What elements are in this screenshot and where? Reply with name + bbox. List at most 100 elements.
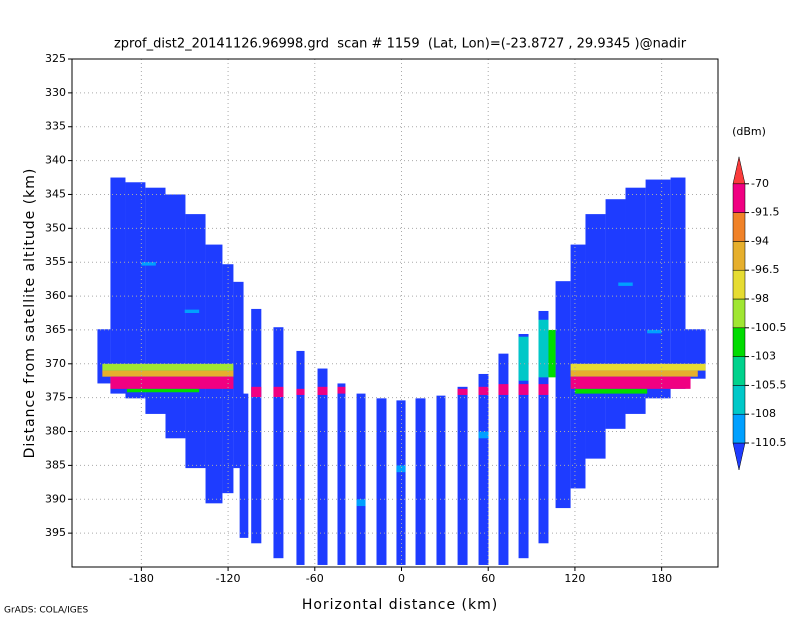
field-cell	[317, 368, 328, 565]
axes: -180 -120 -60 0 60 120 180 325 330 335 340 345 350 35…	[45, 52, 786, 585]
field-cell	[570, 363, 706, 371]
field-cell	[670, 177, 686, 389]
field-cell	[126, 388, 200, 393]
field-cell	[317, 386, 328, 395]
field-cell	[457, 388, 468, 395]
x-tick-label: 120	[564, 572, 585, 585]
x-tick-label: 0	[398, 572, 405, 585]
x-tick-label: -180	[129, 572, 154, 585]
colorbar-segment	[732, 298, 746, 329]
colorbar-title: (dBm)	[732, 125, 766, 138]
colorbar-segment	[732, 442, 746, 471]
field-cell	[518, 333, 529, 559]
y-tick-label: 355	[45, 255, 66, 268]
footer: GrADS: COLA/IGES	[4, 606, 88, 616]
field-cell	[518, 336, 529, 381]
colorbar-segment	[732, 212, 746, 242]
field-cell	[478, 373, 489, 565]
colorbar-segment	[732, 385, 746, 415]
field-cell	[574, 388, 648, 394]
y-tick-label: 395	[45, 526, 66, 539]
field-cell	[296, 388, 305, 395]
x-tick-label: 180	[651, 572, 672, 585]
y-tick-label: 340	[45, 154, 66, 167]
field-cell	[585, 214, 606, 459]
field-cell	[273, 386, 284, 397]
plot-frame	[71, 58, 719, 568]
colorbar-label: -98	[751, 292, 769, 305]
colorbar-label: -91.5	[751, 206, 779, 219]
field-cell	[110, 177, 126, 394]
field-cell	[457, 386, 468, 565]
field-cell	[145, 187, 166, 414]
colorbar-label: -96.5	[751, 263, 779, 276]
x-axis-label: Horizontal distance (km)	[302, 597, 498, 613]
field-cell	[296, 350, 305, 565]
field-cell	[436, 395, 446, 565]
field-cell	[110, 376, 234, 389]
field-cell	[239, 393, 249, 538]
y-tick-label: 390	[45, 492, 66, 505]
y-axis-label: Distance from satellite altitude (km)	[22, 168, 38, 459]
field-cell	[141, 262, 156, 266]
field-cell	[645, 179, 671, 399]
colorbar-label: -110.5	[751, 436, 786, 449]
field-cell	[570, 376, 691, 389]
field-cell	[555, 281, 571, 509]
field-cell	[415, 398, 426, 565]
y-tick-label: 360	[45, 289, 66, 302]
y-tick-label: 375	[45, 391, 66, 404]
field-cell	[518, 384, 529, 395]
colorbar-segment	[732, 269, 746, 300]
colorbar-label: -105.5	[751, 378, 786, 391]
colorbar-segment	[732, 156, 746, 185]
field	[97, 177, 706, 565]
field-cell	[647, 329, 662, 334]
y-tick-label: 380	[45, 425, 66, 438]
y-tick-label: 345	[45, 187, 66, 200]
colorbar-segment	[732, 413, 746, 444]
y-tick-label: 370	[45, 357, 66, 370]
field-cell	[396, 465, 406, 473]
colorbar-segment	[732, 183, 746, 213]
y-tick-label: 350	[45, 221, 66, 234]
field-cell	[184, 309, 200, 313]
field-cell	[376, 398, 387, 565]
colorbar-segment	[732, 241, 746, 271]
field-cell	[337, 386, 346, 394]
y-tick-label: 365	[45, 323, 66, 336]
field-cell	[337, 383, 346, 565]
x-tick-label: -120	[216, 572, 241, 585]
y-tick-label: 325	[45, 52, 66, 65]
field-cell	[538, 384, 549, 395]
field-cell	[125, 182, 146, 399]
field-cell	[548, 329, 556, 378]
field-cell	[478, 431, 489, 439]
field-cell	[625, 187, 646, 414]
field-cell	[538, 310, 549, 544]
field-cell	[233, 281, 244, 469]
field-cell	[165, 194, 186, 439]
field-cell	[251, 308, 262, 544]
colorbar-label: -94	[751, 234, 769, 247]
field-cell	[605, 199, 626, 429]
y-tick-label: 385	[45, 458, 66, 471]
field-cell	[356, 393, 366, 565]
field-cell	[538, 319, 549, 378]
field-cell	[102, 363, 234, 371]
field-cell	[396, 400, 406, 565]
colorbar-segment	[732, 356, 746, 386]
field-cell	[570, 370, 698, 377]
y-tick-label: 335	[45, 120, 66, 133]
colorbar-segment	[732, 327, 746, 357]
field-cell	[478, 386, 489, 395]
field-cell	[251, 386, 262, 397]
x-tick-label: -60	[306, 572, 324, 585]
chart-title: zprof_dist2_20141126.96998.grd scan # 11…	[114, 37, 687, 52]
colorbar-label: -108	[751, 407, 776, 420]
field-cell	[618, 282, 633, 286]
field-cell	[185, 214, 206, 469]
field-cell	[356, 499, 366, 507]
colorbar-label: -103	[751, 350, 776, 363]
